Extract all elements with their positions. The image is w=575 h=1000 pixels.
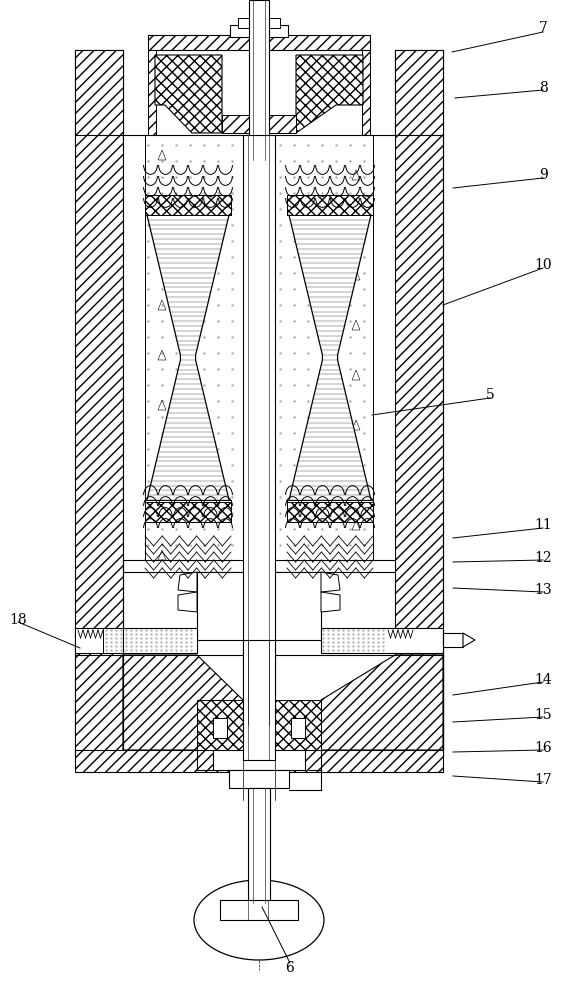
Polygon shape: [155, 55, 222, 133]
Text: 17: 17: [534, 773, 552, 787]
Polygon shape: [321, 655, 443, 750]
Text: 5: 5: [486, 388, 494, 402]
Bar: [291, 718, 305, 738]
Bar: [123, 560, 395, 572]
Bar: [243, 640, 275, 760]
Bar: [123, 135, 145, 570]
Polygon shape: [289, 215, 371, 500]
Text: 9: 9: [539, 168, 547, 182]
Bar: [75, 50, 123, 750]
Polygon shape: [178, 592, 197, 612]
Bar: [249, 0, 269, 160]
Text: 15: 15: [534, 708, 552, 722]
Text: 12: 12: [534, 551, 552, 565]
Bar: [243, 135, 275, 725]
Bar: [75, 628, 197, 653]
Bar: [148, 35, 370, 50]
Bar: [75, 750, 443, 772]
Text: 14: 14: [534, 673, 552, 687]
Bar: [321, 628, 443, 653]
Bar: [395, 50, 443, 135]
Text: 6: 6: [286, 961, 294, 975]
Bar: [75, 628, 103, 653]
Bar: [145, 195, 231, 215]
Polygon shape: [463, 633, 475, 647]
Text: 11: 11: [534, 518, 552, 532]
Polygon shape: [145, 500, 231, 522]
Bar: [213, 750, 305, 770]
Polygon shape: [178, 572, 197, 592]
Bar: [148, 50, 156, 135]
Polygon shape: [296, 55, 363, 133]
Bar: [287, 502, 373, 522]
Bar: [443, 633, 463, 647]
Bar: [395, 50, 443, 750]
Polygon shape: [287, 195, 373, 215]
Text: 16: 16: [534, 741, 552, 755]
Text: 18: 18: [9, 613, 27, 627]
Bar: [145, 502, 231, 522]
Bar: [362, 50, 370, 135]
Bar: [395, 655, 443, 755]
Bar: [287, 195, 373, 215]
Text: 7: 7: [539, 21, 547, 35]
Bar: [75, 50, 123, 135]
Bar: [222, 115, 249, 133]
Text: 8: 8: [539, 81, 547, 95]
Bar: [213, 718, 227, 738]
Bar: [230, 25, 288, 37]
Polygon shape: [287, 500, 373, 522]
Text: 10: 10: [534, 258, 552, 272]
Bar: [220, 900, 298, 920]
Polygon shape: [123, 655, 243, 750]
Bar: [75, 655, 123, 755]
Bar: [275, 700, 321, 750]
Bar: [238, 18, 280, 28]
Polygon shape: [145, 195, 231, 215]
Bar: [269, 115, 296, 133]
Bar: [248, 788, 270, 903]
Bar: [373, 135, 395, 570]
Polygon shape: [147, 215, 229, 500]
Text: 13: 13: [534, 583, 552, 597]
Polygon shape: [321, 572, 340, 592]
Ellipse shape: [194, 880, 324, 960]
Polygon shape: [321, 592, 340, 612]
Bar: [197, 572, 321, 640]
Bar: [197, 700, 243, 750]
Bar: [229, 770, 289, 788]
